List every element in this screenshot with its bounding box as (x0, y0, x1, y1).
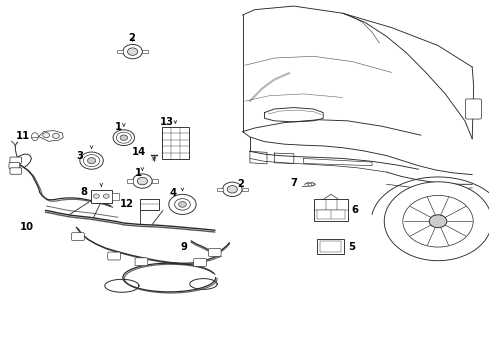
Circle shape (137, 177, 147, 185)
Circle shape (116, 132, 131, 143)
Circle shape (83, 154, 100, 167)
FancyBboxPatch shape (208, 248, 221, 256)
Circle shape (103, 194, 109, 198)
FancyBboxPatch shape (10, 157, 22, 163)
Circle shape (127, 48, 138, 55)
Text: 9: 9 (180, 242, 187, 252)
Circle shape (227, 186, 237, 193)
Text: 13: 13 (160, 117, 174, 127)
FancyBboxPatch shape (135, 258, 148, 266)
Circle shape (52, 134, 59, 138)
Bar (315, 199, 347, 221)
Text: 12: 12 (120, 199, 134, 210)
Ellipse shape (31, 133, 38, 140)
Circle shape (174, 199, 190, 210)
Text: 11: 11 (16, 131, 30, 141)
Text: 14: 14 (132, 147, 147, 157)
Bar (127, 179, 133, 183)
Circle shape (384, 182, 490, 261)
Text: 1: 1 (114, 122, 122, 132)
Text: 8: 8 (81, 187, 88, 197)
Text: 2: 2 (238, 179, 245, 189)
Circle shape (113, 130, 135, 145)
Circle shape (88, 158, 96, 164)
Circle shape (120, 135, 127, 140)
FancyBboxPatch shape (194, 258, 206, 266)
Circle shape (43, 133, 49, 138)
Circle shape (403, 195, 473, 247)
Circle shape (123, 44, 143, 59)
Text: 5: 5 (348, 242, 356, 252)
Text: 6: 6 (351, 206, 359, 216)
Circle shape (133, 174, 152, 188)
Bar (152, 179, 158, 183)
Circle shape (222, 182, 242, 197)
FancyBboxPatch shape (108, 252, 121, 260)
Text: 2: 2 (128, 33, 135, 43)
Circle shape (178, 202, 186, 207)
Bar (143, 50, 148, 53)
FancyBboxPatch shape (9, 162, 20, 169)
FancyBboxPatch shape (72, 233, 84, 240)
Bar (162, 127, 189, 159)
Bar (117, 50, 123, 53)
Bar (318, 210, 344, 219)
Bar (217, 188, 222, 191)
Text: 4: 4 (170, 188, 176, 198)
Text: 1: 1 (135, 168, 142, 178)
Text: 7: 7 (290, 178, 297, 188)
Bar (320, 241, 341, 252)
Bar (140, 199, 159, 210)
Polygon shape (39, 131, 63, 141)
Circle shape (94, 194, 99, 198)
Bar (91, 190, 112, 203)
FancyBboxPatch shape (10, 168, 22, 174)
Bar (318, 239, 343, 254)
Circle shape (429, 215, 447, 228)
FancyBboxPatch shape (466, 99, 482, 119)
Text: 3: 3 (76, 150, 83, 161)
Circle shape (169, 194, 196, 215)
Circle shape (80, 152, 103, 169)
Bar (112, 193, 119, 200)
Circle shape (308, 183, 312, 186)
Text: 10: 10 (20, 222, 34, 232)
Bar (242, 188, 248, 191)
